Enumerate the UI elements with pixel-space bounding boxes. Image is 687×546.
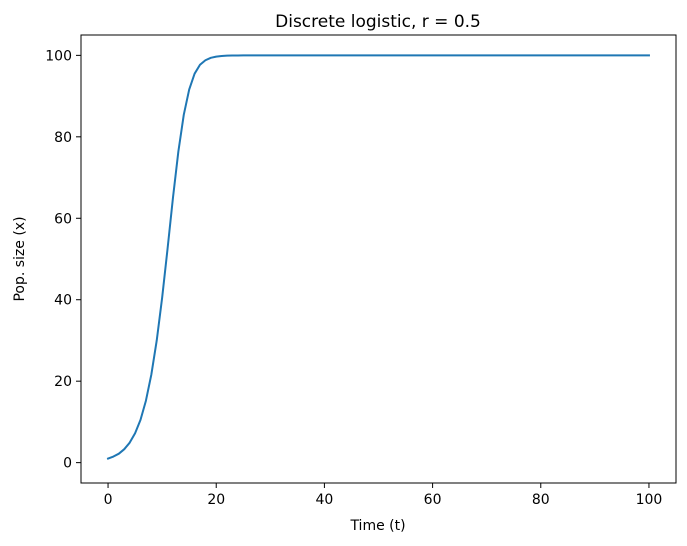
y-tick-label: 0 <box>63 456 72 472</box>
chart-title: Discrete logistic, r = 0.5 <box>275 12 481 32</box>
x-tick-label: 0 <box>104 492 113 508</box>
series-line <box>106 54 650 460</box>
y-tick-label: 80 <box>54 130 72 146</box>
x-tick-label: 80 <box>532 492 550 508</box>
y-tick-label: 60 <box>54 211 72 227</box>
plot-area: 0 20 40 60 80 100 0 20 40 60 80 100 <box>45 34 677 508</box>
x-tick-label: 60 <box>424 492 442 508</box>
x-tick-label: 40 <box>315 492 333 508</box>
y-tick-label: 100 <box>45 48 72 64</box>
y-tick-label: 40 <box>54 293 72 309</box>
plot-frame <box>80 34 677 484</box>
y-axis-label: Pop. size (x) <box>12 216 28 301</box>
x-tick-label: 100 <box>636 492 663 508</box>
x-tick-label: 20 <box>207 492 225 508</box>
y-tick-label: 20 <box>54 374 72 390</box>
x-axis-label: Time (t) <box>349 518 405 534</box>
